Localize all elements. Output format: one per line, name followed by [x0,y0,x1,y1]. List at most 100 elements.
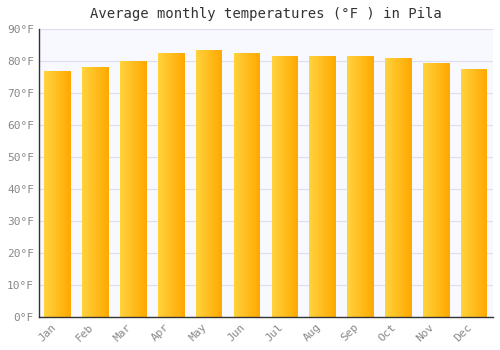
Bar [255,53,256,317]
Bar [124,61,125,317]
Bar [401,58,402,317]
Bar [125,61,126,317]
Bar [434,63,435,317]
Bar [128,61,129,317]
Bar [438,63,439,317]
Bar [127,61,128,317]
Bar [181,53,182,317]
Bar [179,53,180,317]
Bar [70,71,71,317]
Bar [174,53,176,317]
Bar [213,50,214,317]
Bar [320,56,322,317]
Bar [427,63,428,317]
Bar [220,50,221,317]
Bar [83,68,84,317]
Bar [322,56,324,317]
Bar [426,63,427,317]
Bar [462,69,463,317]
Bar [182,53,183,317]
Bar [203,50,204,317]
Bar [245,53,246,317]
Bar [162,53,164,317]
Bar [138,61,140,317]
Bar [123,61,124,317]
Bar [348,56,350,317]
Bar [289,56,290,317]
Bar [468,69,469,317]
Bar [474,69,475,317]
Bar [131,61,132,317]
Bar [97,68,98,317]
Bar [102,68,103,317]
Bar [280,56,281,317]
Bar [85,68,86,317]
Bar [133,61,134,317]
Bar [395,58,396,317]
Bar [63,71,64,317]
Bar [55,71,56,317]
Bar [209,50,210,317]
Bar [250,53,251,317]
Bar [256,53,257,317]
Bar [330,56,332,317]
Bar [126,61,127,317]
Bar [431,63,432,317]
Bar [440,63,441,317]
Bar [238,53,239,317]
Bar [52,71,53,317]
Bar [290,56,291,317]
Bar [214,50,215,317]
Bar [313,56,314,317]
Bar [310,56,311,317]
Bar [53,71,54,317]
Bar [205,50,206,317]
Bar [65,71,66,317]
Bar [276,56,277,317]
Bar [130,61,131,317]
Bar [243,53,244,317]
Bar [360,56,361,317]
Bar [202,50,203,317]
Bar [486,69,488,317]
Bar [107,68,108,317]
Bar [59,71,60,317]
Bar [428,63,429,317]
Bar [292,56,293,317]
Bar [253,53,254,317]
Bar [217,50,218,317]
Bar [144,61,146,317]
Bar [277,56,278,317]
Bar [472,69,473,317]
Bar [296,56,297,317]
Bar [69,71,70,317]
Bar [387,58,388,317]
Bar [297,56,298,317]
Bar [100,68,101,317]
Bar [316,56,318,317]
Bar [318,56,320,317]
Bar [465,69,466,317]
Bar [178,53,179,317]
Bar [396,58,397,317]
Bar [106,68,107,317]
Bar [371,56,372,317]
Bar [449,63,450,317]
Bar [87,68,88,317]
Bar [444,63,445,317]
Bar [392,58,393,317]
Bar [482,69,484,317]
Bar [237,53,238,317]
Bar [236,53,237,317]
Bar [168,53,170,317]
Bar [103,68,104,317]
Bar [285,56,286,317]
Bar [367,56,368,317]
Bar [121,61,122,317]
Bar [429,63,430,317]
Bar [425,63,426,317]
Bar [397,58,398,317]
Bar [405,58,406,317]
Bar [368,56,369,317]
Bar [282,56,283,317]
